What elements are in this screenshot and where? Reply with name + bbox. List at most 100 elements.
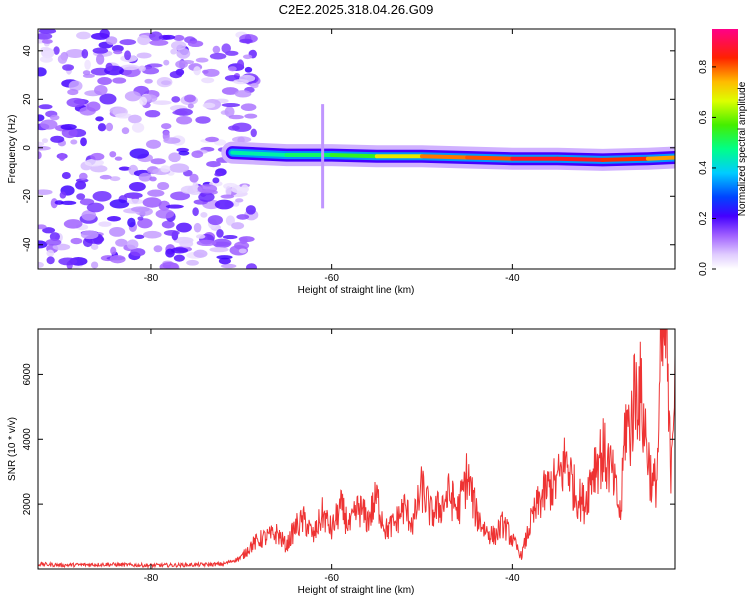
noise-blob xyxy=(57,54,68,64)
noise-blob xyxy=(60,124,77,131)
noise-blob xyxy=(179,239,194,248)
noise-blob xyxy=(184,94,196,103)
noise-blob xyxy=(138,65,146,72)
noise-blob xyxy=(137,34,151,46)
noise-blob xyxy=(170,263,180,269)
noise-blob xyxy=(50,135,65,143)
noise-blob xyxy=(41,39,53,44)
noise-blob xyxy=(124,50,131,61)
noise-blob xyxy=(114,156,123,161)
signal-track-core xyxy=(230,150,289,158)
signal-track-core xyxy=(555,156,605,162)
noise-blob xyxy=(149,31,163,42)
y-tick-label: 0 xyxy=(22,145,33,151)
noise-blob xyxy=(170,191,191,201)
signal-track-core xyxy=(329,153,379,159)
noise-blob xyxy=(245,205,256,215)
noise-blob xyxy=(250,83,259,89)
noise-blob xyxy=(38,151,42,160)
noise-blob xyxy=(61,171,71,180)
noise-blob xyxy=(50,198,58,209)
noise-blob xyxy=(152,100,172,105)
noise-blob xyxy=(42,227,56,234)
noise-blob xyxy=(172,110,188,116)
noise-blob xyxy=(192,207,199,217)
colorbar-label: Normalized spectral amplitude xyxy=(737,81,748,216)
noise-blob xyxy=(240,184,249,193)
noise-blob xyxy=(228,114,244,120)
noise-blob xyxy=(105,122,114,132)
noise-blob xyxy=(216,255,233,260)
noise-blob xyxy=(76,193,86,200)
colorbar-tick-label: 0.8 xyxy=(698,60,709,74)
noise-blob xyxy=(109,226,126,237)
noise-blob xyxy=(202,69,209,74)
noise-blob xyxy=(224,106,235,118)
noise-blob xyxy=(160,80,172,86)
noise-blob xyxy=(40,119,58,130)
noise-blob xyxy=(225,186,232,197)
y-tick-label: 4000 xyxy=(22,428,33,451)
noise-blob xyxy=(120,64,140,71)
noise-blob xyxy=(128,181,146,192)
noise-blob xyxy=(193,66,201,76)
noise-blob xyxy=(200,212,208,218)
noise-blob xyxy=(205,136,219,143)
noise-blob xyxy=(105,62,113,72)
noise-blob xyxy=(115,238,128,247)
noise-blob xyxy=(90,165,108,173)
noise-blob xyxy=(112,77,127,84)
noise-blob xyxy=(95,116,104,122)
colorbar-ticks: 0.0 0.2 0.4 0.6 0.8 xyxy=(698,60,716,276)
noise-blob xyxy=(163,59,170,66)
signal-track-core xyxy=(420,154,470,160)
noise-blob xyxy=(176,48,191,59)
snr-y-ticks: 2000 4000 6000 xyxy=(22,363,675,515)
noise-blob xyxy=(49,114,60,121)
noise-blob xyxy=(131,122,145,133)
noise-blob xyxy=(220,263,237,269)
x-tick-label: -40 xyxy=(505,273,520,284)
noise-blob xyxy=(232,136,252,143)
noise-blob xyxy=(109,255,126,264)
noise-blob xyxy=(109,199,130,209)
noise-blob xyxy=(169,163,190,173)
noise-blob xyxy=(59,191,67,199)
y-tick-label: -20 xyxy=(22,189,33,204)
colorbar-tick-label: 0.2 xyxy=(698,211,709,225)
noise-blob xyxy=(86,101,101,112)
noise-blob xyxy=(142,67,160,75)
noise-blob xyxy=(220,194,235,199)
noise-blob xyxy=(165,248,175,258)
x-tick-label: -80 xyxy=(144,573,159,584)
noise-blob xyxy=(137,218,153,229)
noise-blob xyxy=(67,88,79,96)
noise-blob xyxy=(99,29,110,39)
noise-blob xyxy=(134,234,145,240)
noise-blob xyxy=(225,215,235,226)
snr-y-label: SNR (10 * v/v) xyxy=(7,417,18,481)
noise-blob xyxy=(160,165,171,173)
noise-blob xyxy=(121,127,130,135)
figure-title: C2E2.2025.318.04.26.G09 xyxy=(279,2,434,17)
noise-blob xyxy=(239,74,256,83)
noise-blob xyxy=(222,235,238,240)
signal-track-core xyxy=(600,156,650,162)
noise-blob xyxy=(142,197,162,208)
x-tick-label: -40 xyxy=(505,573,520,584)
noise-blob xyxy=(129,148,150,159)
noise-blob xyxy=(198,192,215,202)
spectrogram-x-label: Height of straight line (km) xyxy=(298,285,415,296)
snr-series-line xyxy=(38,329,675,569)
noise-blob xyxy=(145,139,162,149)
noise-blob xyxy=(163,137,181,144)
noise-blob xyxy=(149,176,157,182)
noise-blob xyxy=(127,217,136,228)
noise-blob xyxy=(110,246,117,255)
noise-blob xyxy=(193,249,208,258)
snr-x-ticks: -80 -60 -40 xyxy=(144,329,520,584)
spectrogram-frame xyxy=(37,28,676,270)
noise-blob xyxy=(41,138,49,144)
noise-blob xyxy=(228,66,237,72)
noise-blob xyxy=(130,206,150,213)
